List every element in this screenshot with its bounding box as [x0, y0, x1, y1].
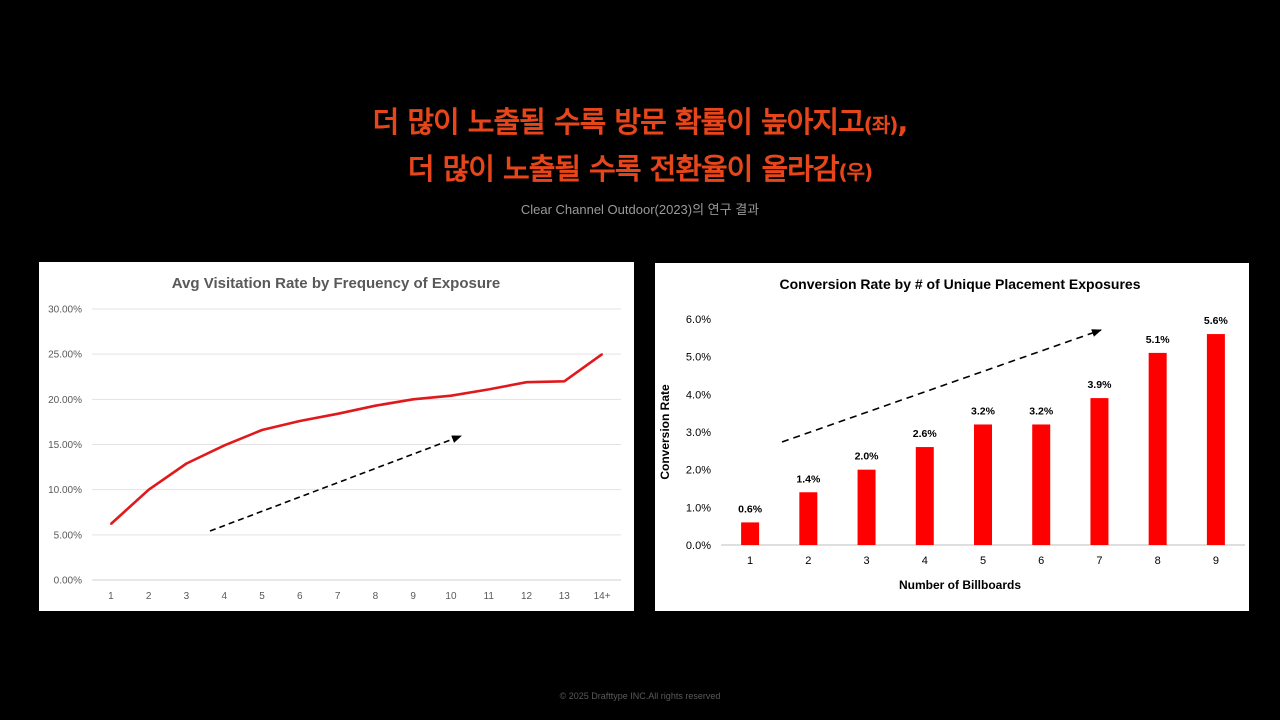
x-tick-label: 4 — [922, 555, 928, 567]
x-tick-label: 3 — [863, 555, 869, 567]
bar-data-label: 3.2% — [1029, 405, 1054, 417]
x-tick-label: 9 — [1213, 555, 1219, 567]
x-tick-label: 1 — [108, 591, 114, 602]
data-point — [147, 488, 150, 491]
visitation-rate-chart-panel: Avg Visitation Rate by Frequency of Expo… — [39, 262, 634, 611]
x-tick-label: 3 — [184, 591, 190, 602]
x-tick-label: 7 — [335, 591, 341, 602]
bar — [857, 469, 876, 545]
y-tick-label: 6.0% — [686, 314, 711, 326]
headline-line-1: 더 많이 노출될 수록 방문 확률이 높아지고(좌), — [0, 100, 1280, 147]
bar — [799, 492, 818, 545]
x-tick-label: 2 — [146, 591, 152, 602]
bar-data-label: 0.6% — [738, 503, 763, 515]
data-point — [261, 429, 263, 431]
x-tick-label: 14+ — [594, 591, 611, 602]
trend-arrow — [781, 329, 1102, 443]
data-point — [109, 523, 112, 525]
headline: 더 많이 노출될 수록 방문 확률이 높아지고(좌), 더 많이 노출될 수록 … — [0, 100, 1280, 194]
data-point — [223, 444, 226, 447]
chart-title: Conversion Rate by # of Unique Placement… — [780, 276, 1141, 292]
y-tick-label: 0.00% — [54, 576, 82, 587]
data-point — [601, 353, 604, 356]
bar — [1148, 352, 1167, 545]
y-tick-label: 10.00% — [48, 485, 82, 496]
y-tick-label: 25.00% — [48, 350, 82, 361]
visitation-rate-chart: Avg Visitation Rate by Frequency of Expo… — [48, 275, 621, 602]
bar — [1206, 334, 1225, 545]
x-tick-label: 6 — [297, 591, 303, 602]
x-tick-label: 13 — [559, 591, 571, 602]
y-tick-label: 3.0% — [686, 427, 711, 439]
headline-line-2: 더 많이 노출될 수록 전환율이 올라감(우) — [0, 147, 1280, 194]
chart-title: Avg Visitation Rate by Frequency of Expo… — [172, 275, 500, 292]
bar-data-label: 5.6% — [1204, 315, 1229, 327]
headline-line-1-text: 더 많이 노출될 수록 방문 확률이 높아지고 — [372, 105, 865, 139]
source-subtitle: Clear Channel Outdoor(2023)의 연구 결과 — [520, 202, 760, 217]
bar — [1032, 424, 1051, 545]
bar-data-label: 2.6% — [913, 428, 938, 440]
data-point — [525, 381, 528, 384]
trend-arrow — [209, 435, 462, 532]
data-point — [336, 412, 339, 415]
bar — [1090, 398, 1109, 545]
x-tick-label: 2 — [805, 555, 811, 567]
y-tick-label: 4.0% — [686, 389, 711, 401]
headline-line-1-suffix: (좌) — [863, 113, 899, 137]
x-tick-label: 6 — [1038, 555, 1044, 567]
x-tick-label: 4 — [221, 591, 227, 602]
y-tick-label: 5.00% — [54, 530, 82, 541]
data-point — [450, 394, 452, 397]
x-tick-label: 12 — [521, 591, 533, 602]
x-tick-label: 11 — [484, 591, 495, 602]
x-tick-label: 9 — [410, 591, 416, 602]
y-tick-label: 1.0% — [686, 502, 711, 514]
data-point — [298, 420, 301, 422]
headline-line-1-comma: , — [897, 105, 908, 139]
y-tick-label: 30.00% — [48, 305, 82, 316]
x-tick-label: 1 — [747, 555, 753, 567]
x-axis-title: Number of Billboards — [899, 578, 1021, 592]
headline-line-2-text: 더 많이 노출될 수록 전환율이 올라감 — [407, 152, 840, 186]
bar-data-label: 3.2% — [971, 405, 996, 417]
x-tick-label: 5 — [259, 591, 265, 602]
bar — [741, 522, 760, 545]
bar — [915, 447, 934, 545]
bar-data-label: 1.4% — [796, 473, 821, 485]
x-tick-label: 7 — [1096, 555, 1102, 567]
conversion-rate-chart-panel: Conversion Rate by # of Unique Placement… — [655, 263, 1249, 611]
conversion-rate-chart: Conversion Rate by # of Unique Placement… — [658, 276, 1245, 592]
bar-data-label: 2.0% — [855, 451, 880, 463]
headline-line-2-suffix: (우) — [838, 160, 874, 184]
x-tick-label: 10 — [445, 591, 457, 602]
y-tick-label: 5.0% — [686, 352, 711, 364]
bar-data-label: 5.1% — [1146, 334, 1171, 346]
x-tick-label: 8 — [1155, 555, 1161, 567]
bar — [974, 424, 992, 545]
y-tick-label: 15.00% — [48, 440, 82, 451]
data-point — [487, 388, 490, 391]
data-point — [412, 398, 415, 401]
copyright-footer: © 2025 Drafttype INC.All rights reserved — [559, 691, 721, 701]
y-tick-label: 2.0% — [686, 465, 711, 477]
y-tick-label: 20.00% — [48, 395, 82, 406]
y-tick-label: 0.0% — [686, 540, 711, 552]
bar-data-label: 3.9% — [1087, 379, 1112, 391]
series-line — [110, 353, 603, 525]
data-point — [563, 380, 566, 383]
data-point — [374, 404, 377, 407]
x-tick-label: 8 — [373, 591, 379, 602]
y-axis-title: Conversion Rate — [658, 384, 672, 480]
data-point — [185, 462, 188, 465]
x-tick-label: 5 — [980, 555, 986, 567]
